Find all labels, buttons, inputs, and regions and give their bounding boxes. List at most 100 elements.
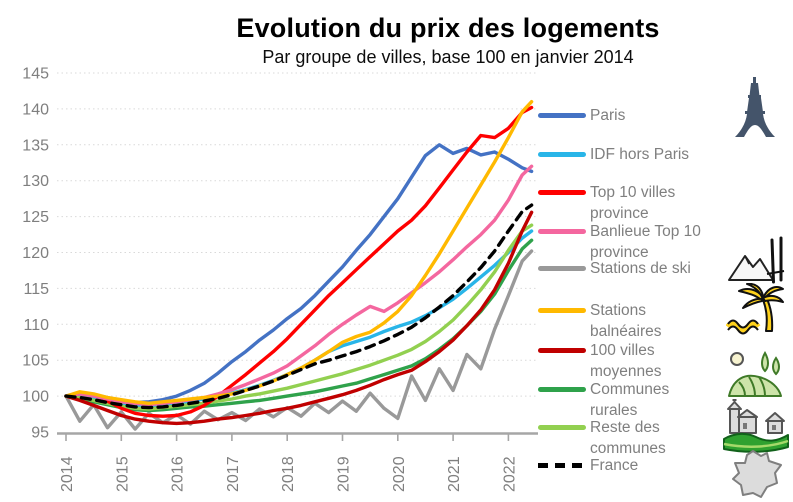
series-line-villes-moyennes [64,210,534,426]
x-axis-label: 2020 [391,456,408,492]
legend-item-reste-des-communes: Reste des communes [538,417,704,459]
y-axis-label: 120 [22,245,49,262]
legend-item-idf-hors-paris: IDF hors Paris [538,144,704,165]
eiffel-antenna [753,77,756,83]
house-roof [765,412,785,422]
legend-label-idf-hors-paris: IDF hors Paris [590,146,690,163]
legend-label-banlieue-top-10-province: Banlieue Top 10 province [590,223,701,261]
ski-left [770,238,775,284]
legend-item-communes-rurales: Communes rurales [538,379,704,421]
legend-label-communes-rurales: Communes rurales [590,381,670,419]
y-axis-label: 130 [22,173,49,190]
waves-fill [726,320,761,334]
x-axis-label: 2015 [114,456,131,492]
eiffel-deck [745,111,765,114]
eiffel-deck-upper [748,95,761,98]
legend-swatch-stations-balneaires [538,308,586,313]
eiffel-tower-shape [735,77,775,137]
sun-shape [730,352,744,366]
legend-label-reste-des-communes: Reste des communes [590,419,666,457]
countryside-icon [728,351,782,397]
mountain-ridge [744,255,750,265]
legend-item-banlieue-top-10-province: Banlieue Top 10 province [538,221,704,263]
legend-label-france: France [590,457,639,474]
palm-frond-1 [738,288,764,301]
legend-swatch-france [538,463,586,468]
y-axis-label: 135 [22,137,49,154]
eiffel-mid [747,98,763,112]
legend-swatch-paris [538,113,586,118]
legend-swatch-idf-hors-paris [538,152,586,157]
france-outline [732,450,782,498]
y-axis-label: 105 [22,353,49,370]
tree-1 [761,351,769,373]
chart-title: Evolution du prix des logements [236,13,660,43]
legend-label-top-10-villes-province: Top 10 villes province [590,184,676,222]
eiffel-tower-icon [735,77,775,137]
eiffel-legs [735,114,775,137]
ski-mountain-icon [728,236,785,284]
palm-beach-icon [726,283,784,335]
chart-header: Evolution du prix des logements Par grou… [103,13,793,68]
x-axis-label: 2019 [336,456,353,492]
legend-label-paris: Paris [590,107,626,124]
y-axis-label: 140 [22,101,49,118]
y-axis-label: 125 [22,209,49,226]
legend-item-paris: Paris [538,105,704,126]
x-axis-label: 2022 [501,456,518,492]
legend-item-stations-de-ski: Stations de ski [538,258,704,279]
house-window [772,425,776,430]
legend-label-stations-de-ski: Stations de ski [590,260,691,277]
tree-2 [772,356,780,376]
series-line-france [64,203,534,410]
field-furrows [738,376,766,397]
y-axis-label: 145 [22,66,49,83]
x-axis-label: 2016 [170,456,187,492]
church-nave-roof [737,409,758,418]
mountain-shape [728,255,774,281]
palm-frond-4 [762,294,784,303]
x-axis-label: 2018 [280,456,297,492]
y-axis-label: 110 [23,317,49,334]
y-axis-label: 95 [31,425,49,442]
legend-item-stations-balneaires: Stations balnéaires [538,300,704,342]
series-line-stations-de-ski [64,249,534,431]
series-line-top-10-villes-province [64,105,534,418]
france-map-icon [732,450,782,498]
church-nave [738,416,757,434]
x-axis-label: 2017 [225,456,242,492]
legend-item-100-villes-moyennes: 100 villes moyennes [538,340,704,382]
series-line-idf-hors-paris [64,229,534,409]
palm-frond-2 [746,283,764,298]
legend-item-france: France [538,455,704,476]
x-axis-label: 2014 [59,456,76,492]
legend-label-stations-balneaires: Stations balnéaires [590,302,662,340]
church-cross [732,399,737,402]
legend-swatch-stations-de-ski [538,266,586,271]
ski-pole [766,270,785,275]
church-tower [729,408,740,434]
chart-subtitle: Par groupe de villes, base 100 en janvie… [262,47,634,67]
waves-outline-top [727,319,759,329]
waves-outline-bottom [727,325,759,335]
church-tower-roof [727,401,742,410]
church-window [743,423,747,429]
eiffel-top [749,83,760,96]
legend-swatch-reste-des-communes [538,425,586,430]
legend-swatch-top-10-villes-province [538,190,586,195]
legend-swatch-100-villes-moyennes [538,348,586,353]
y-axis-label: 115 [23,281,49,298]
village-icon [723,399,789,453]
palm-tree-shape [738,283,784,332]
x-axis-label: 2021 [446,456,463,492]
legend-swatch-communes-rurales [538,387,586,392]
chart-legend: Paris IDF hors Paris Top 10 villes provi… [538,0,720,502]
legend-item-top-10-villes-province: Top 10 villes province [538,182,704,224]
legend-label-100-villes-moyennes: 100 villes moyennes [590,342,662,380]
village-field-stripe [723,439,789,448]
palm-frond-5 [742,297,763,309]
y-axis-label: 100 [22,389,49,406]
legend-swatch-banlieue-top-10-province [538,229,586,234]
